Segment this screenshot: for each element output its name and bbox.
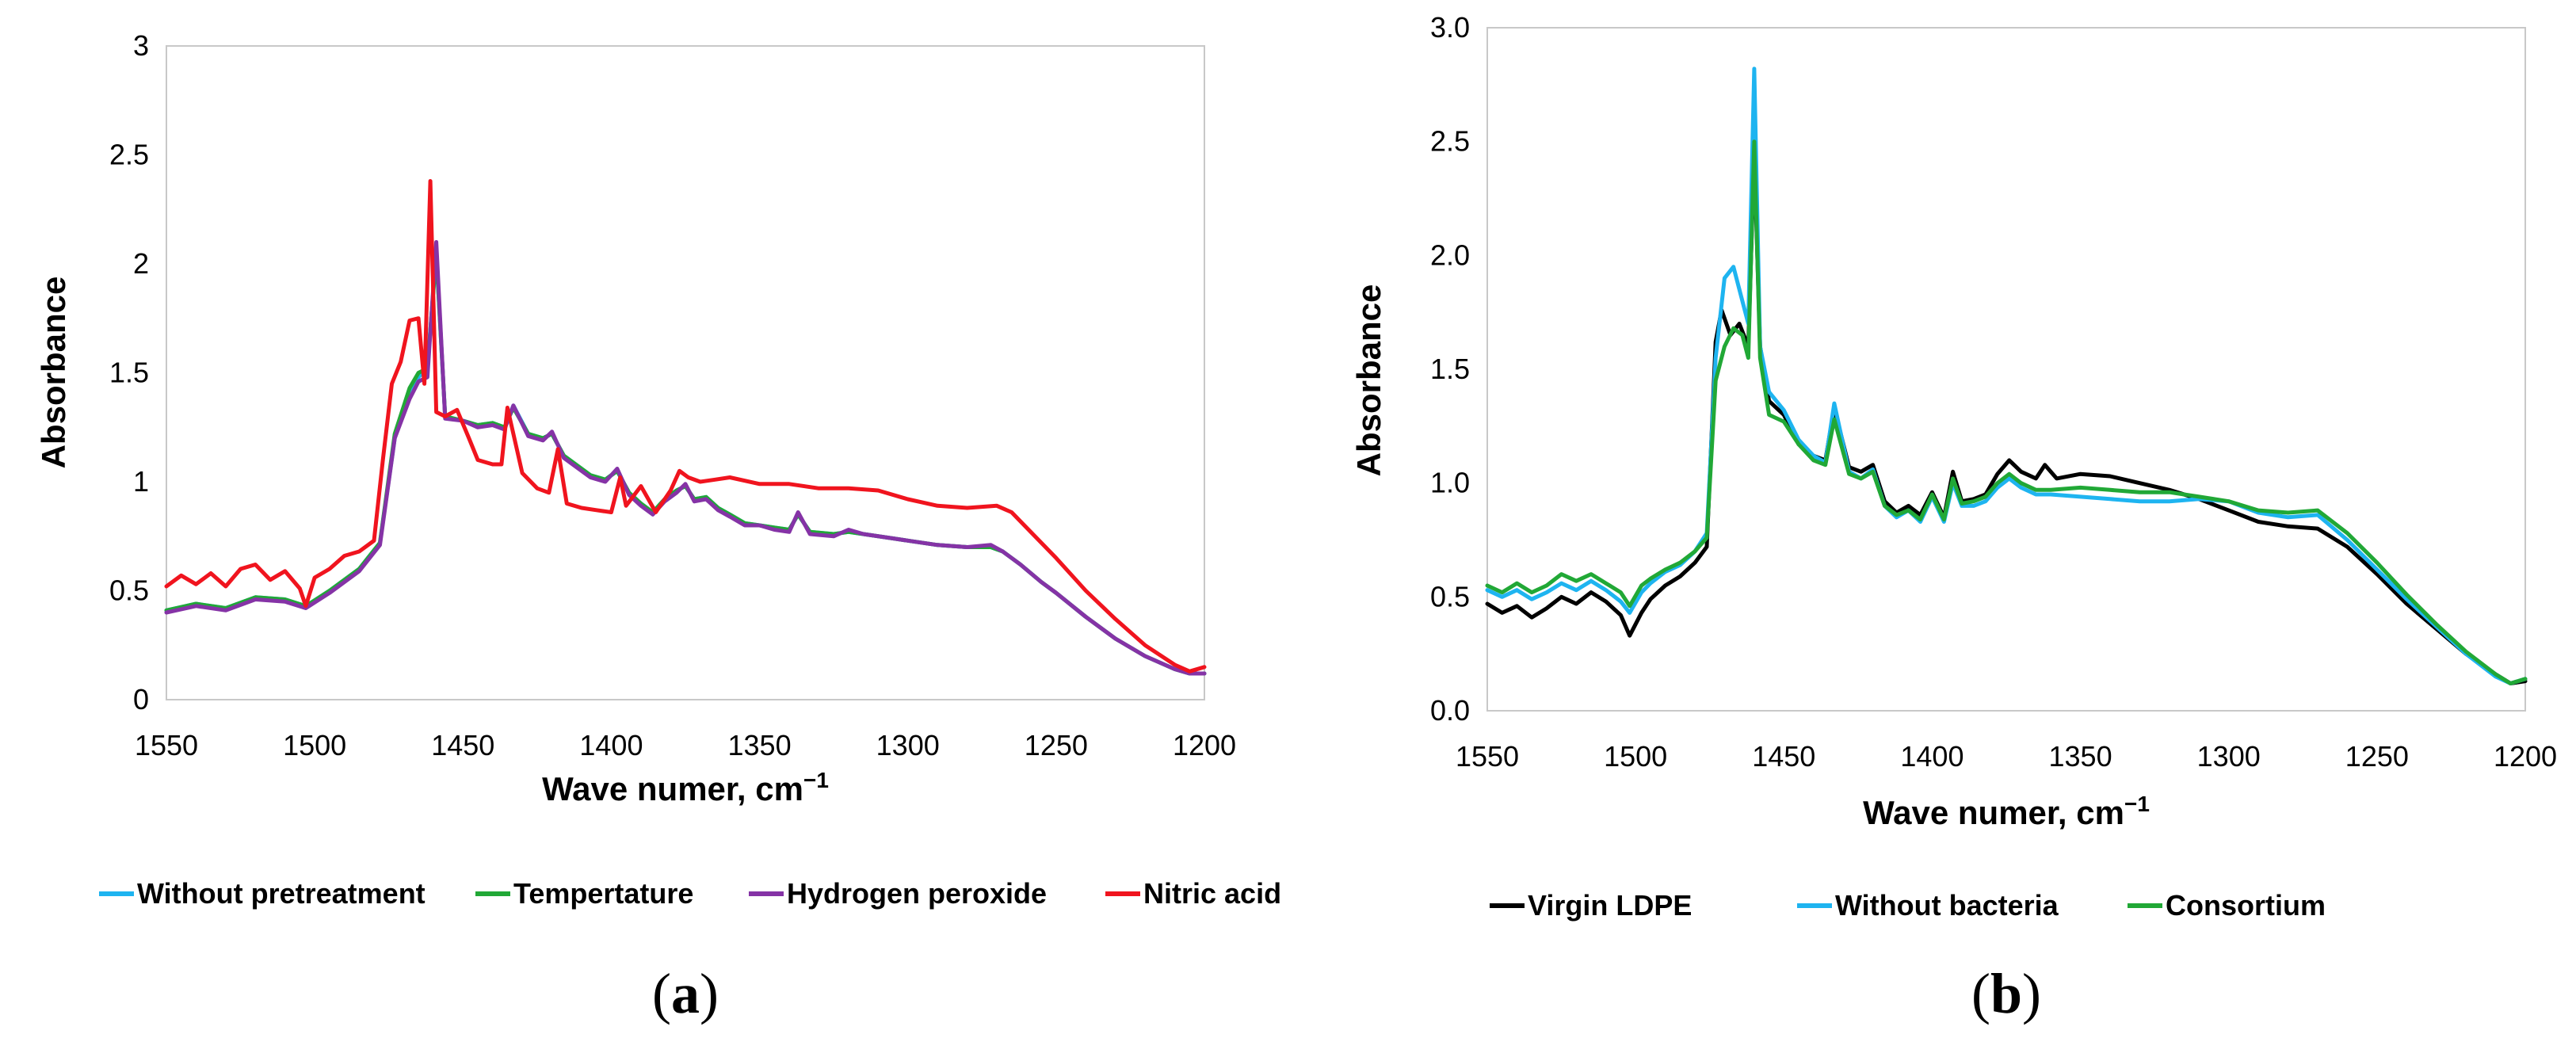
y-tick-label: 0.5 bbox=[1430, 580, 1470, 612]
x-tick-label: 1550 bbox=[1456, 740, 1519, 773]
x-tick-label: 1300 bbox=[876, 729, 940, 761]
series-line-nitric-acid bbox=[164, 179, 1207, 674]
x-tick-label: 1300 bbox=[2197, 740, 2261, 773]
series-line-consortium bbox=[1485, 139, 2528, 685]
series-lines-a bbox=[164, 179, 1207, 676]
x-tick-label: 1500 bbox=[1604, 740, 1667, 773]
y-tick-label: 2.0 bbox=[1430, 239, 1470, 271]
x-tick-label: 1250 bbox=[1025, 729, 1088, 761]
chart-panel-b: 0.0 0.5 1.0 1.5 2.0 2.5 3.0 1550 1500 1450 1400 13… bbox=[1350, 11, 2557, 1025]
legend-item: Consortium bbox=[2128, 889, 2326, 922]
y-tick-label: 1.5 bbox=[109, 357, 149, 389]
y-tick-label: 1 bbox=[133, 465, 149, 498]
x-tick-label: 1500 bbox=[283, 729, 346, 761]
panel-label-a: (a) bbox=[652, 962, 719, 1025]
y-tick-label: 0.5 bbox=[109, 574, 149, 607]
x-tick-labels-b: 1550 1500 1450 1400 1350 1300 1250 1200 bbox=[1456, 740, 2557, 773]
legend-label: Hydrogen peroxide bbox=[787, 877, 1047, 910]
y-tick-label: 1.5 bbox=[1430, 353, 1470, 385]
y-tick-label: 2 bbox=[133, 247, 149, 280]
y-axis-title-b: Absorbance bbox=[1350, 284, 1387, 477]
y-axis-title-a: Absorbance bbox=[35, 277, 72, 469]
legend-item: Tempertature bbox=[475, 877, 693, 910]
legend-b: Virgin LDPE Without bacteria Consortium bbox=[1490, 889, 2326, 922]
y-tick-label: 1.0 bbox=[1430, 467, 1470, 499]
series-lines-b bbox=[1485, 67, 2528, 685]
x-tick-label: 1200 bbox=[1173, 729, 1236, 761]
x-tick-label: 1350 bbox=[2049, 740, 2112, 773]
legend-item: Hydrogen peroxide bbox=[749, 877, 1047, 910]
x-tick-label: 1350 bbox=[728, 729, 792, 761]
plot-area-b bbox=[1486, 27, 2526, 712]
y-tick-label: 0.0 bbox=[1430, 694, 1470, 727]
y-tick-label: 2.5 bbox=[109, 139, 149, 171]
x-tick-label: 1400 bbox=[579, 729, 643, 761]
legend-label: Virgin LDPE bbox=[1528, 889, 1692, 922]
x-tick-label: 1450 bbox=[431, 729, 494, 761]
x-tick-label: 1400 bbox=[1900, 740, 1963, 773]
x-axis-title-a: Wave numer, cm−1 bbox=[542, 768, 829, 807]
x-axis-title-sup-b: −1 bbox=[2124, 792, 2150, 816]
y-tick-label: 0 bbox=[133, 683, 149, 716]
legend-item: Without pretreatment bbox=[99, 877, 426, 910]
x-axis-title-b: Wave numer, cm−1 bbox=[1863, 792, 2150, 831]
legend-a: Without pretreatment Tempertature Hydrogen… bbox=[99, 877, 1281, 910]
x-tick-labels-a: 1550 1500 1450 1400 1350 1300 1250 1200 bbox=[135, 729, 1236, 761]
panel-label-b: (b) bbox=[1971, 962, 2041, 1025]
y-tick-labels-a: 0 0.5 1 1.5 2 2.5 3 bbox=[109, 29, 149, 716]
y-tick-labels-b: 0.0 0.5 1.0 1.5 2.0 2.5 3.0 bbox=[1430, 11, 1470, 727]
x-tick-label: 1550 bbox=[135, 729, 198, 761]
legend-label: Tempertature bbox=[513, 877, 693, 910]
legend-item: Nitric acid bbox=[1105, 877, 1281, 910]
y-tick-label: 3 bbox=[133, 29, 149, 62]
x-axis-title-text-a: Wave numer, cm bbox=[542, 770, 803, 807]
legend-label: Without pretreatment bbox=[137, 877, 426, 910]
y-tick-label: 2.5 bbox=[1430, 125, 1470, 158]
legend-label: Nitric acid bbox=[1143, 877, 1281, 910]
y-tick-label: 3.0 bbox=[1430, 11, 1470, 44]
legend-item: Without bacteria bbox=[1797, 889, 2059, 922]
legend-item: Virgin LDPE bbox=[1490, 889, 1692, 922]
x-axis-title-sup-a: −1 bbox=[803, 768, 829, 792]
x-axis-title-text-b: Wave numer, cm bbox=[1863, 794, 2124, 831]
legend-label: Consortium bbox=[2166, 889, 2326, 922]
x-tick-label: 1450 bbox=[1752, 740, 1815, 773]
chart-panel-a: 0 0.5 1 1.5 2 2.5 3 1550 1500 1450 1400 1350 1300 12… bbox=[35, 29, 1281, 1025]
legend-label: Without bacteria bbox=[1835, 889, 2059, 922]
x-tick-label: 1250 bbox=[2345, 740, 2409, 773]
plot-area-a bbox=[166, 45, 1205, 700]
x-tick-label: 1200 bbox=[2494, 740, 2557, 773]
